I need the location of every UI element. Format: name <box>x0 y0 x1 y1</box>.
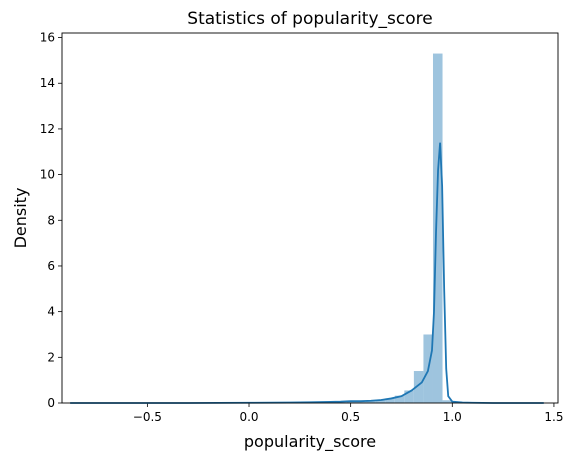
hist-bar-6 <box>394 395 405 403</box>
hist-bar-4 <box>375 400 386 403</box>
y-tick-label: 0 <box>47 396 55 410</box>
y-tick-label: 4 <box>47 305 55 319</box>
hist-bar-11 <box>442 400 453 403</box>
y-axis-label: Density <box>11 188 30 249</box>
y-axis-ticks: 0 2 4 6 8 10 12 14 16 <box>40 31 62 410</box>
y-tick-label: 6 <box>47 259 55 273</box>
y-tick-label: 16 <box>40 31 55 45</box>
x-axis-label: popularity_score <box>244 432 376 452</box>
hist-bar-3 <box>366 401 376 403</box>
y-tick-label: 2 <box>47 350 55 364</box>
chart-title: Statistics of popularity_score <box>187 9 432 29</box>
y-tick-label: 10 <box>40 168 55 182</box>
x-axis-ticks: −0.5 0.0 0.5 1.0 1.5 <box>133 403 563 424</box>
kde-line <box>70 142 544 404</box>
x-tick-label: 0.0 <box>239 410 258 424</box>
x-tick-label: 0.5 <box>341 410 360 424</box>
histogram-bars <box>337 53 453 404</box>
y-tick-label: 14 <box>40 76 55 90</box>
hist-bar-8 <box>413 371 424 403</box>
x-tick-label: 1.5 <box>544 410 563 424</box>
hist-bar-10 <box>432 53 443 404</box>
hist-bar-1 <box>346 401 357 403</box>
hist-bar-5 <box>385 398 395 403</box>
plot-frame <box>61 32 559 404</box>
y-tick-label: 8 <box>47 213 55 227</box>
y-tick-label: 12 <box>40 122 55 136</box>
hist-bar-2 <box>356 401 367 403</box>
x-tick-label: 1.0 <box>443 410 462 424</box>
hist-bar-7 <box>404 390 414 403</box>
x-tick-label: −0.5 <box>133 410 162 424</box>
